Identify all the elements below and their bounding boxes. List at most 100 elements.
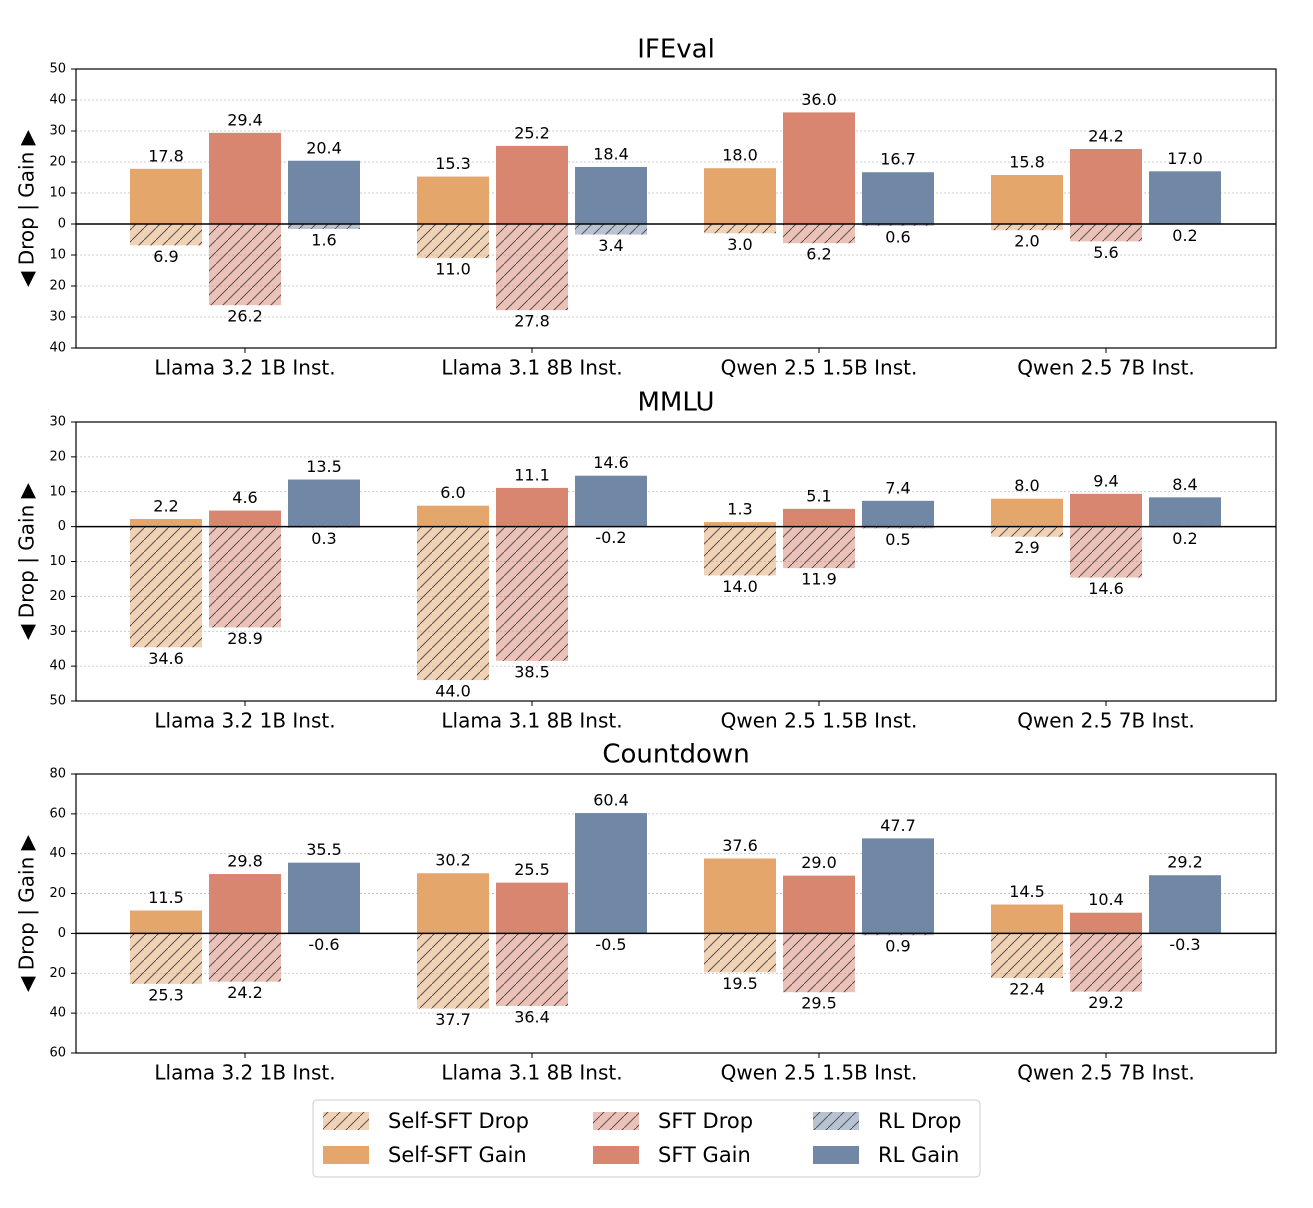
plot-frame <box>75 773 1277 1054</box>
y-tick-label: 20 <box>49 279 66 294</box>
drop-bar <box>1070 933 1142 992</box>
drop-label: 14.6 <box>1088 579 1124 598</box>
panel-title: Countdown <box>602 740 749 770</box>
gain-label: 13.5 <box>306 457 342 476</box>
y-tick-label: 20 <box>49 966 66 981</box>
gain-label: 18.0 <box>722 146 758 165</box>
x-tick-label: Qwen 2.5 7B Inst. <box>1017 709 1195 733</box>
gain-label: 4.6 <box>232 488 257 507</box>
legend-label: Self-SFT Gain <box>388 1143 527 1167</box>
gain-bar <box>575 166 647 224</box>
gain-label: 35.5 <box>306 840 342 859</box>
drop-label: 38.5 <box>514 662 550 681</box>
drop-bar <box>209 933 281 982</box>
y-tick-label: 60 <box>49 1046 66 1061</box>
x-tick-label: Llama 3.2 1B Inst. <box>154 709 335 733</box>
gain-bar <box>1149 171 1221 224</box>
gain-bar <box>417 176 489 224</box>
x-tick-label: Llama 3.1 8B Inst. <box>441 356 622 380</box>
gain-label: 17.8 <box>148 146 184 165</box>
gain-bar <box>862 500 934 527</box>
drop-label: 0.2 <box>1172 529 1197 548</box>
gain-bar <box>130 518 202 527</box>
panel-title: MMLU <box>637 388 714 418</box>
drop-bar <box>209 224 281 306</box>
legend-swatch <box>593 1146 639 1164</box>
gain-label: 14.6 <box>593 453 629 472</box>
drop-bar <box>991 224 1063 231</box>
drop-bar <box>417 224 489 259</box>
gain-bar <box>1149 875 1221 934</box>
gain-bar <box>417 505 489 527</box>
drop-label: 11.0 <box>435 260 471 279</box>
drop-bar <box>288 224 360 229</box>
y-tick-label: 10 <box>49 186 66 201</box>
y-tick-label: 10 <box>49 484 66 499</box>
gain-label: 15.8 <box>1009 153 1045 172</box>
drop-bar <box>862 933 934 936</box>
gain-bar <box>704 522 776 527</box>
drop-label: -0.3 <box>1169 935 1200 954</box>
gain-label: 25.2 <box>514 123 550 142</box>
x-tick-label: Qwen 2.5 1.5B Inst. <box>721 1061 918 1085</box>
gain-label: 11.5 <box>148 888 184 907</box>
gain-label: 16.7 <box>880 150 916 169</box>
drop-bar <box>496 933 568 1006</box>
x-tick-label: Qwen 2.5 1.5B Inst. <box>721 356 918 380</box>
drop-bar <box>496 224 568 311</box>
y-axis-label: ◀ Drop | Gain ▶ <box>15 482 39 640</box>
y-tick-label: 10 <box>49 554 66 569</box>
gain-bar <box>1149 497 1221 527</box>
y-tick-label: 30 <box>49 415 66 430</box>
gain-bar <box>862 838 934 934</box>
y-tick-label: 40 <box>49 341 66 356</box>
drop-label: 3.0 <box>727 235 752 254</box>
drop-label: 6.2 <box>806 245 831 264</box>
y-tick-label: 0 <box>58 519 66 534</box>
gain-bar <box>1070 493 1142 527</box>
gain-label: 10.4 <box>1088 890 1124 909</box>
gain-label: 8.4 <box>1172 475 1197 494</box>
drop-label: 27.8 <box>514 312 550 331</box>
gain-bar <box>130 910 202 934</box>
drop-label: 2.9 <box>1014 538 1039 557</box>
y-tick-label: 0 <box>58 926 66 941</box>
drop-label: 26.2 <box>227 307 263 326</box>
drop-bar <box>130 224 202 246</box>
gain-bar <box>783 112 855 224</box>
y-tick-label: 40 <box>49 659 66 674</box>
gain-label: 7.4 <box>885 478 910 497</box>
gain-label: 8.0 <box>1014 476 1039 495</box>
drop-label: 0.2 <box>1172 226 1197 245</box>
gain-label: 60.4 <box>593 791 629 810</box>
gain-bar <box>209 874 281 934</box>
x-tick-label: Qwen 2.5 7B Inst. <box>1017 356 1195 380</box>
drop-label: 29.5 <box>801 994 837 1013</box>
drop-bar <box>991 526 1063 537</box>
gain-label: 14.5 <box>1009 882 1045 901</box>
y-tick-label: 20 <box>49 886 66 901</box>
gain-bar <box>417 873 489 934</box>
gain-bar <box>704 858 776 934</box>
gain-label: 2.2 <box>153 496 178 515</box>
gain-label: 15.3 <box>435 154 471 173</box>
y-tick-label: 30 <box>49 310 66 325</box>
gain-label: 18.4 <box>593 144 629 163</box>
x-tick-label: Llama 3.2 1B Inst. <box>154 1061 335 1085</box>
drop-label: 24.2 <box>227 983 263 1002</box>
drop-bar <box>862 224 934 226</box>
drop-bar <box>575 224 647 235</box>
drop-bar <box>783 224 855 244</box>
gain-label: 17.0 <box>1167 149 1203 168</box>
drop-label: 0.6 <box>885 227 910 246</box>
panel-title: IFEval <box>637 35 715 65</box>
drop-label: 6.9 <box>153 247 178 266</box>
gain-label: 30.2 <box>435 851 471 870</box>
drop-bar <box>991 933 1063 979</box>
y-tick-label: 30 <box>49 124 66 139</box>
x-tick-label: Qwen 2.5 7B Inst. <box>1017 1061 1195 1085</box>
drop-bar <box>417 526 489 681</box>
gain-bar <box>288 862 360 934</box>
drop-label: 1.6 <box>311 230 336 249</box>
